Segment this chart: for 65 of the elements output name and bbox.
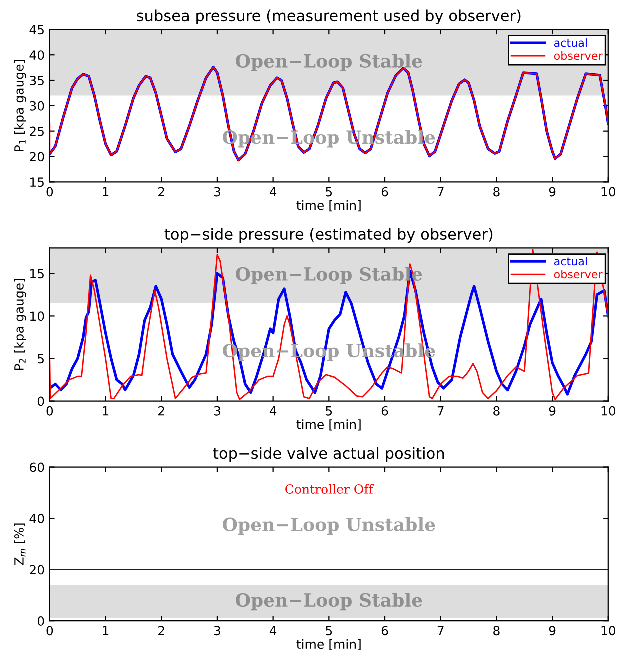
y-tick-label: 10 bbox=[30, 312, 44, 322]
annotation: Controller Off bbox=[286, 484, 374, 494]
y-tick-label: 30 bbox=[30, 101, 44, 111]
x-tick-label: 9 bbox=[549, 406, 556, 416]
y-tick-label: 0 bbox=[38, 396, 44, 406]
x-tick-label: 4 bbox=[270, 406, 277, 416]
x-tick-label: 8 bbox=[494, 626, 500, 636]
x-tick-label: 2 bbox=[158, 187, 164, 197]
x-tick-label: 3 bbox=[214, 187, 220, 197]
text: actual bbox=[554, 38, 587, 48]
x-tick-label: 10 bbox=[602, 187, 616, 197]
y-tick-label: 5 bbox=[38, 354, 44, 364]
x-tick-label: 10 bbox=[602, 406, 616, 416]
x-tick-label: 0 bbox=[46, 406, 54, 416]
x-tick-label: 3 bbox=[214, 626, 220, 636]
chart-title: subsea pressure (measurement used by observer) bbox=[137, 10, 521, 25]
y-tick-label: 20 bbox=[30, 565, 44, 575]
y-axis-title: P$_{1}$ [kpa gauge] bbox=[14, 60, 26, 152]
x-tick-label: 9 bbox=[549, 187, 556, 197]
x-tick-label: 8 bbox=[494, 187, 500, 197]
y-tick-label: 40 bbox=[30, 514, 44, 524]
y-axis-title: P$_{2}$ [kpa gauge] bbox=[14, 279, 26, 370]
text: actual bbox=[554, 257, 587, 266]
x-tick-label: 6 bbox=[382, 187, 388, 197]
x-tick-label: 3 bbox=[214, 406, 220, 416]
band-label: Open−Loop Stable bbox=[236, 593, 422, 611]
series-label: observer bbox=[554, 52, 603, 60]
y-tick-label: 45 bbox=[30, 25, 44, 35]
x-tick-label: 0 bbox=[46, 187, 54, 197]
y-tick-label: 0 bbox=[38, 616, 44, 626]
x-tick-label: 5 bbox=[326, 626, 332, 636]
x-tick-label: 1 bbox=[103, 187, 109, 197]
y-tick-label: 20 bbox=[30, 152, 44, 162]
annotation: Open−Loop Unstable bbox=[223, 517, 436, 535]
band-label: Open−Loop Stable bbox=[236, 54, 422, 72]
x-tick-label: 7 bbox=[438, 406, 444, 416]
x-tick-label: 8 bbox=[494, 406, 500, 416]
x-tick-label: 7 bbox=[438, 187, 444, 197]
y-tick-label: 25 bbox=[30, 126, 44, 136]
x-axis-title: time [min] bbox=[296, 420, 361, 431]
x-tick-label: 0 bbox=[46, 626, 54, 636]
x-tick-label: 6 bbox=[382, 626, 388, 636]
x-tick-label: 1 bbox=[103, 406, 109, 416]
x-tick-label: 6 bbox=[382, 406, 388, 416]
x-tick-label: 5 bbox=[326, 187, 332, 197]
y-tick-label: 15 bbox=[30, 178, 44, 188]
y-tick-label: 35 bbox=[30, 76, 44, 86]
x-tick-label: 4 bbox=[270, 626, 277, 636]
x-axis-title: time [min] bbox=[296, 639, 361, 651]
chart-title: top−side pressure (estimated by observer) bbox=[164, 228, 493, 244]
y-tick-label: 40 bbox=[30, 50, 44, 60]
y-tick-label: 15 bbox=[30, 269, 44, 279]
x-tick-label: 2 bbox=[158, 406, 164, 416]
x-tick-label: 2 bbox=[158, 626, 164, 636]
x-tick-label: 4 bbox=[270, 187, 277, 197]
x-tick-label: 10 bbox=[602, 626, 616, 636]
x-tick-label: 5 bbox=[326, 406, 332, 416]
chart-title: top−side valve actual position bbox=[213, 447, 444, 462]
y-tick-label: 60 bbox=[30, 462, 44, 472]
x-tick-label: 9 bbox=[549, 626, 556, 636]
x-axis-title: time [min] bbox=[296, 200, 361, 212]
x-tick-label: 1 bbox=[103, 626, 109, 636]
series-label: observer bbox=[554, 270, 603, 279]
y-axis-title: Z$_{m}$ [%] bbox=[14, 524, 26, 566]
x-tick-label: 7 bbox=[438, 626, 444, 636]
